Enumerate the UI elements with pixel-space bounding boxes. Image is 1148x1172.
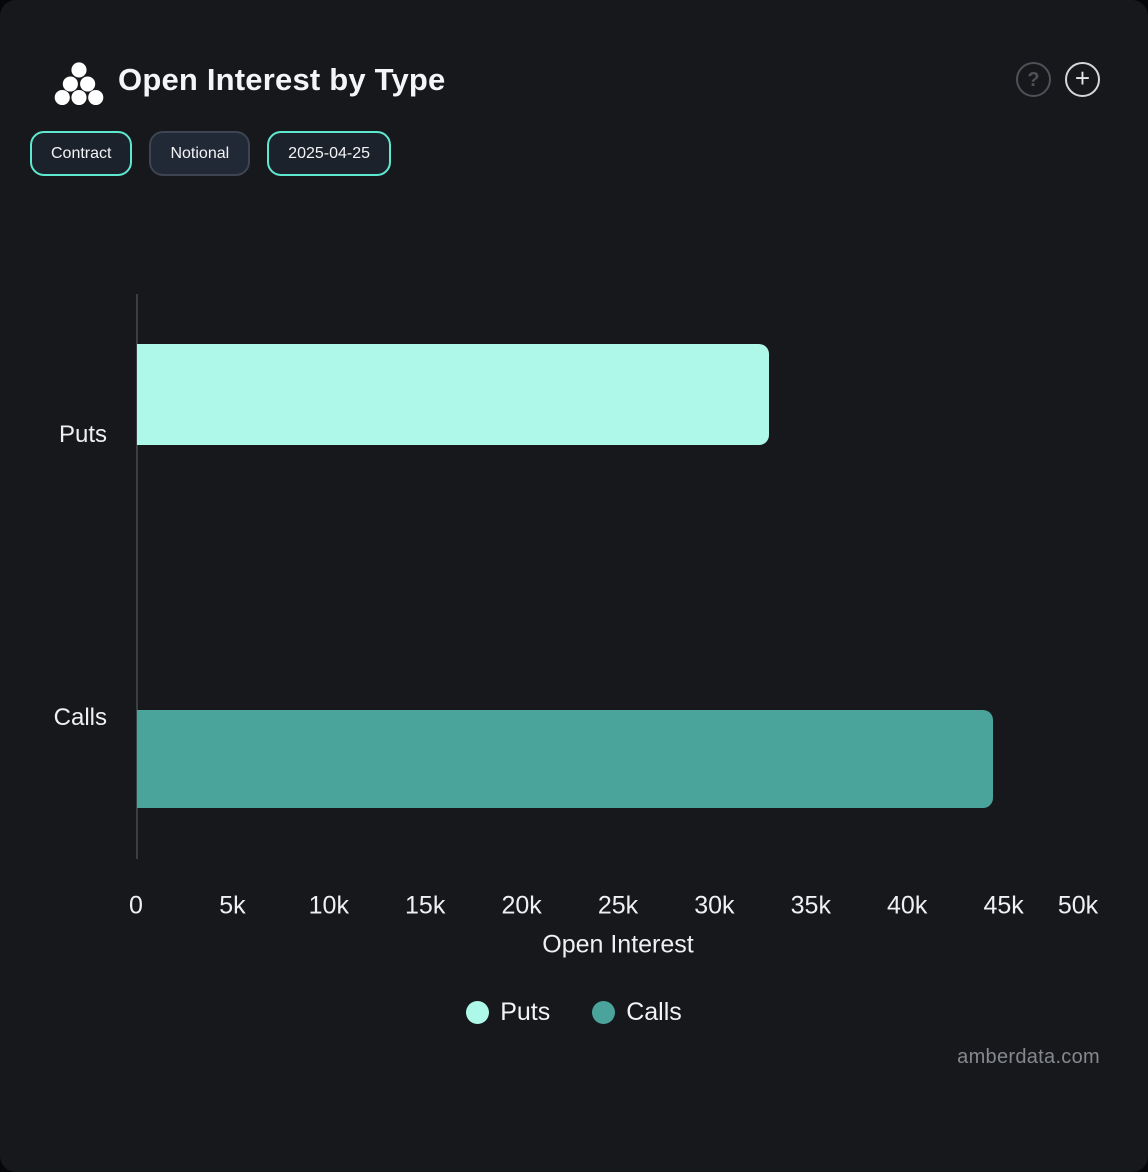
- legend-label: Puts: [500, 998, 551, 1026]
- legend-label: Calls: [626, 998, 682, 1026]
- x-tick-label: 10k: [308, 891, 349, 920]
- y-tick-label-calls: Calls: [53, 704, 107, 731]
- date-picker-button[interactable]: 2025-04-25: [267, 131, 392, 176]
- y-tick-label-puts: Puts: [58, 421, 107, 448]
- calls-swatch-icon: [592, 1001, 616, 1024]
- notional-toggle-button[interactable]: Notional: [149, 131, 251, 176]
- x-tick-label: 40k: [887, 891, 928, 920]
- help-icon[interactable]: ?: [1016, 62, 1051, 97]
- legend-item-puts[interactable]: Puts: [466, 998, 550, 1027]
- header: Open Interest by Type ? +: [52, 60, 1118, 108]
- x-tick-label: 45k: [983, 891, 1024, 920]
- dots-pyramid-logo-icon: [54, 62, 104, 106]
- x-tick-label: 20k: [501, 891, 542, 920]
- x-tick-label: 30k: [694, 891, 735, 920]
- bar-calls[interactable]: [137, 710, 993, 808]
- puts-swatch-icon: [466, 1001, 490, 1024]
- y-axis-line: [136, 294, 138, 859]
- bar-puts[interactable]: [137, 344, 769, 445]
- x-tick-label: 50k: [1057, 891, 1099, 920]
- x-tick-label: 35k: [790, 891, 831, 920]
- x-tick-label: 15k: [405, 891, 446, 920]
- watermark: amberdata.com: [957, 1046, 1100, 1068]
- header-actions: ? +: [1016, 62, 1100, 97]
- page-title: Open Interest by Type: [118, 62, 446, 97]
- x-axis-title: Open Interest: [542, 930, 694, 959]
- legend-item-calls[interactable]: Calls: [592, 998, 682, 1027]
- legend: Puts Calls: [0, 998, 1148, 1027]
- add-icon[interactable]: +: [1065, 62, 1100, 97]
- toolbar: Contract Notional 2025-04-25: [30, 131, 392, 176]
- contract-toggle-button[interactable]: Contract: [30, 131, 133, 176]
- x-tick-label: 0: [129, 891, 143, 920]
- x-tick-label: 5k: [219, 891, 246, 920]
- x-tick-label: 25k: [597, 891, 639, 920]
